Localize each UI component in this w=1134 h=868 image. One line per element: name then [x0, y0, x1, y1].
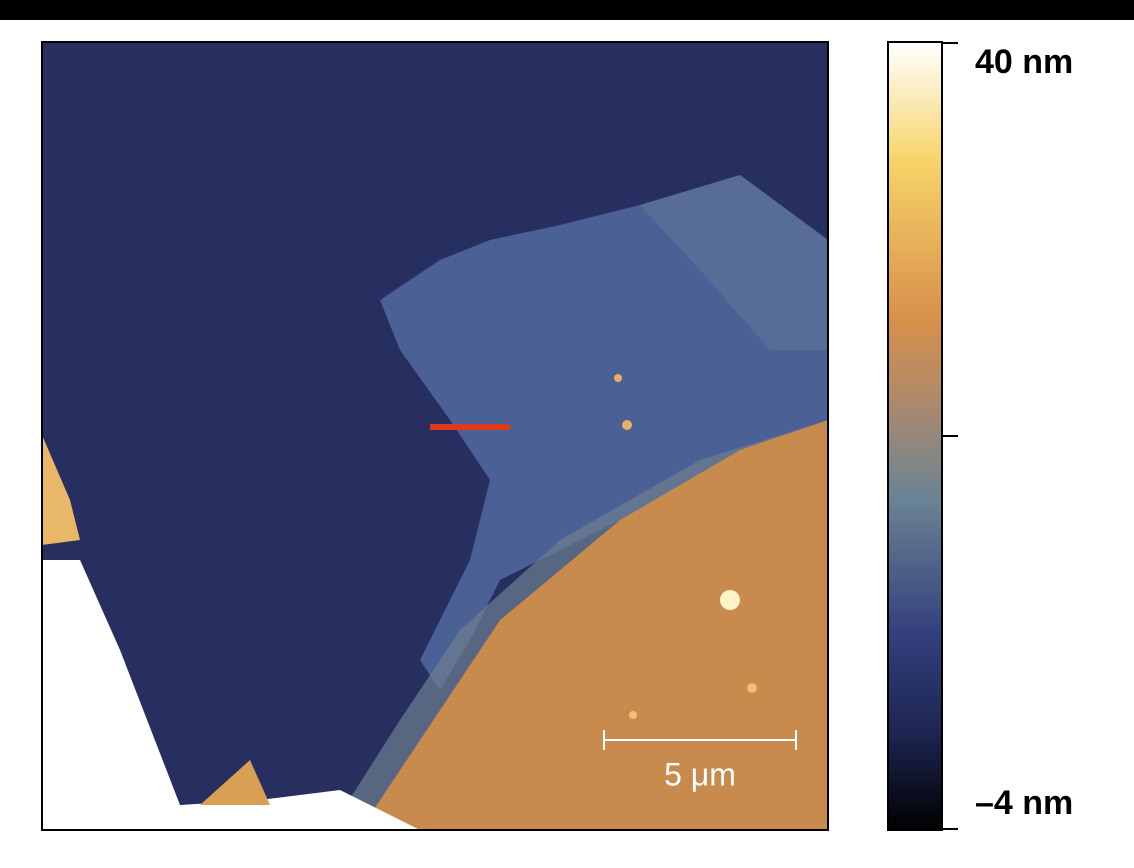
scale-bar-label: 5 μm: [664, 756, 736, 792]
top-band: [0, 0, 1134, 20]
colorbar-max-label: 40 nm: [975, 43, 1073, 81]
scale-bar: 5 μm: [603, 730, 797, 792]
colorbar-min-label: –4 nm: [975, 784, 1073, 822]
colorbar: 40 nm –4 nm: [887, 41, 1073, 831]
afm-image: [41, 41, 829, 831]
